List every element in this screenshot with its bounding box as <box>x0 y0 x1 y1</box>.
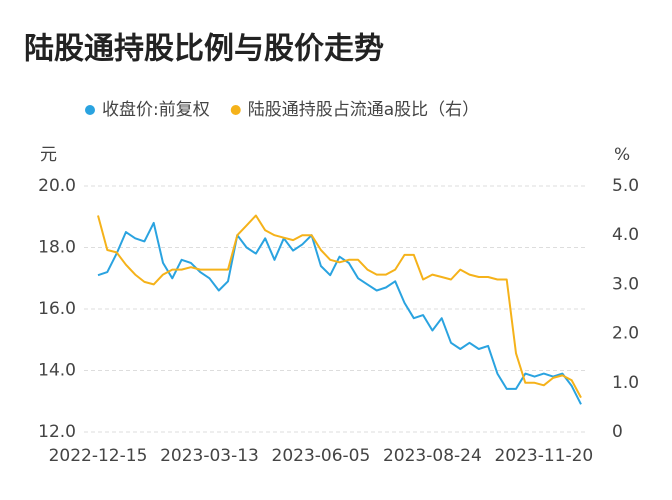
y-tick-label: 12.0 <box>38 422 76 442</box>
legend-marker <box>230 105 241 115</box>
x-tick-label: 2023-03-13 <box>160 446 259 466</box>
chart-title: 陆股通持股比例与股价走势 <box>24 32 384 67</box>
y2-tick-label: 3.0 <box>612 274 639 294</box>
legend-label: 陆股通持股占流通a股比（右） <box>248 100 479 120</box>
x-tick-label: 2023-06-05 <box>272 446 371 466</box>
y2-tick-label: 4.0 <box>612 225 639 245</box>
legend-marker <box>85 105 95 115</box>
x-tick-label: 2023-11-20 <box>494 446 593 466</box>
line-series <box>97 221 582 405</box>
y-axis-label: 元 <box>40 145 57 165</box>
y-tick-label: 16.0 <box>38 299 76 319</box>
line-series <box>97 214 582 399</box>
x-tick-label: 2023-08-24 <box>383 446 482 466</box>
y2-tick-label: 0 <box>612 422 623 442</box>
y2-tick-label: 1.0 <box>612 373 639 393</box>
y2-axis-label: % <box>614 145 630 165</box>
y-tick-label: 20.0 <box>38 176 76 196</box>
y-tick-label: 18.0 <box>38 238 76 258</box>
x-tick-label: 2022-12-15 <box>49 446 148 466</box>
legend-label: 收盘价:前复权 <box>102 100 210 120</box>
y-tick-label: 14.0 <box>38 361 76 381</box>
y2-tick-label: 2.0 <box>612 324 639 344</box>
y2-tick-label: 5.0 <box>612 176 639 196</box>
